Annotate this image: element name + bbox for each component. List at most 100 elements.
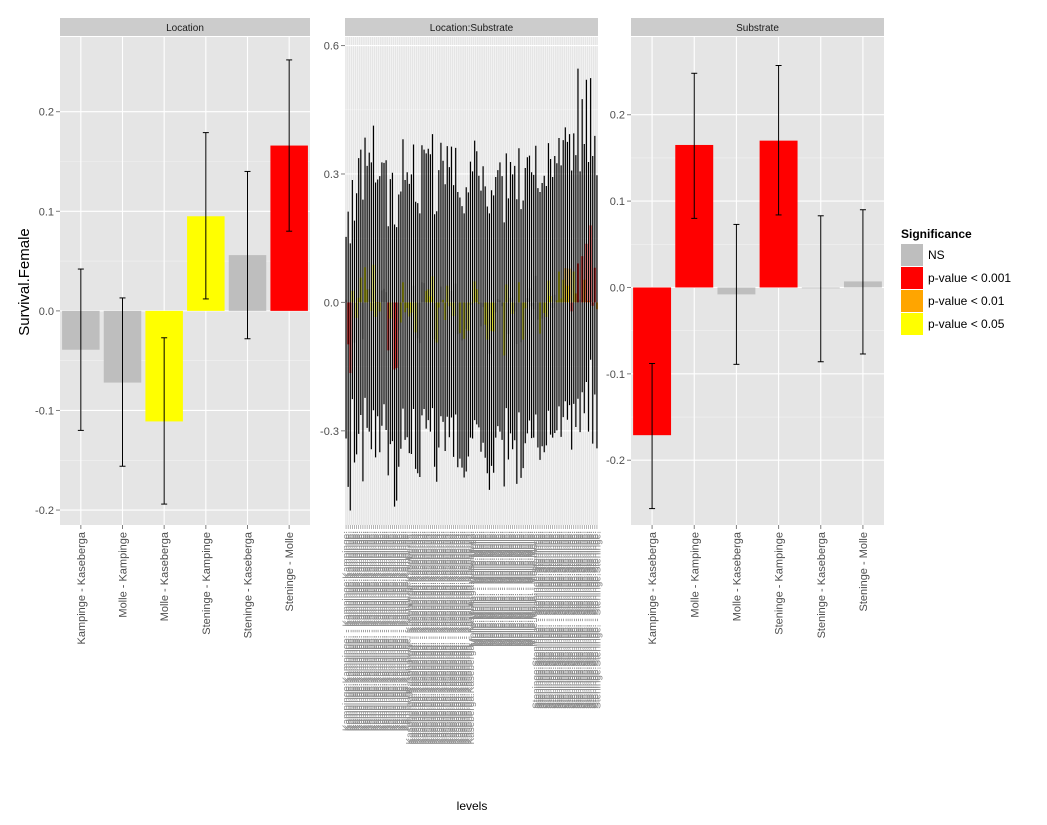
x-tick-label: Kaseberga:Kaseberga: - Kaseberga:Kaseber…: [407, 531, 418, 744]
x-tick-label: Kampinge:Kampinge: - Kampinge:Kampinge:: [375, 531, 386, 731]
x-tick-label: Molle:Molle: - Molle:Molle:: [485, 531, 496, 647]
x-tick-label: Molle:Molle: - Molle:Molle:: [500, 531, 511, 647]
x-tick-label: Steninge:Steninge: - Steninge:Steninge:: [582, 531, 593, 709]
x-tick-label: Kaseberga:Kaseberga: - Kaseberga:Kaseber…: [460, 531, 471, 744]
x-tick-label: Steninge - Molle: [284, 532, 296, 612]
error-bars: [77, 59, 293, 505]
x-tick-label: Kampinge:Kampinge: - Kampinge:Kampinge:: [354, 531, 365, 731]
x-tick-label: Kaseberga:Kaseberga: - Kaseberga:Kaseber…: [466, 531, 477, 744]
legend-key: [901, 290, 923, 312]
x-tick-label: Molle:Molle: - Molle:Molle:: [491, 531, 502, 647]
facet-strip-title: Location: [166, 23, 204, 34]
x-tick-label: Kampinge:Kampinge: - Kampinge:Kampinge:: [382, 531, 393, 731]
x-tick-label: Steninge:Steninge: - Steninge:Steninge:: [588, 531, 599, 709]
x-tick-label: Molle:Molle: - Molle:Molle:: [472, 531, 483, 647]
legend-key: [901, 313, 923, 335]
x-tick-label: Kampinge:Kampinge: - Kampinge:Kampinge:: [363, 531, 374, 731]
x-tick-label: Kaseberga:Kaseberga: - Kaseberga:Kaseber…: [426, 531, 437, 744]
x-tick-label: Molle:Molle: - Molle:Molle:: [479, 531, 490, 647]
x-tick-label: Kampinge:Kampinge: - Kampinge:Kampinge:: [377, 531, 388, 731]
x-tick-label: Kaseberga:Kaseberga: - Kaseberga:Kaseber…: [422, 531, 433, 744]
x-tick-label: Kampinge:Kampinge: - Kampinge:Kampinge:: [367, 531, 378, 731]
legend-item: NS: [900, 243, 945, 267]
x-tick-label: Kaseberga:Kaseberga: - Kaseberga:Kaseber…: [451, 531, 462, 744]
x-tick-label: Kampinge:Kampinge: - Kampinge:Kampinge:: [344, 531, 355, 731]
legend-key: [901, 244, 923, 266]
x-tick-label: Steninge:Steninge: - Steninge:Steninge:: [559, 531, 570, 709]
x-tick-label: Kampinge:Kampinge: - Kampinge:Kampinge:: [388, 531, 399, 731]
x-tick-label: Kampinge:Kampinge: - Kampinge:Kampinge:: [371, 531, 382, 731]
x-tick-label: Kaseberga:Kaseberga: - Kaseberga:Kaseber…: [455, 531, 466, 744]
x-tick-label: Kampinge:Kampinge: - Kampinge:Kampinge:: [348, 531, 359, 731]
x-tick-label: Molle:Molle: - Molle:Molle:: [504, 531, 515, 647]
x-tick-label: Molle:Molle: - Molle:Molle:: [502, 531, 513, 647]
x-tick-label: Kampinge:Kampinge: - Kampinge:Kampinge:: [392, 531, 403, 731]
x-axis: Kampinge - Kaseberga Molle - Kampinge Moll…: [76, 525, 296, 645]
y-tick-label: -0.2: [606, 455, 625, 467]
legend-label: NS: [928, 248, 945, 262]
x-tick-label: Steninge:Steninge: - Steninge:Steninge:: [542, 531, 553, 709]
x-tick-label: Steninge:Steninge: - Steninge:Steninge:: [531, 531, 542, 709]
facet-strip: [345, 18, 598, 36]
x-tick-label: Molle - Kaseberga: [159, 531, 171, 621]
x-tick-label: Kampinge:Kampinge: - Kampinge:Kampinge:: [396, 531, 407, 731]
y-tick-label: 0.0: [610, 282, 625, 294]
x-tick-label: Steninge:Steninge: - Steninge:Steninge:: [571, 531, 582, 709]
legend-label: p-value < 0.05: [928, 317, 1005, 331]
x-tick-label: Kaseberga:Kaseberga: - Kaseberga:Kaseber…: [409, 531, 420, 744]
x-tick-label: Molle - Kampinge: [689, 532, 701, 618]
x-tick-label: Steninge - Kampinge: [201, 532, 213, 635]
x-tick-label: Molle:Molle: - Molle:Molle:: [495, 531, 506, 647]
x-tick-label: Molle:Molle: - Molle:Molle:: [481, 531, 492, 647]
x-tick-label: Kaseberga:Kaseberga: - Kaseberga:Kaseber…: [464, 531, 475, 744]
x-tick-label: Kaseberga:Kaseberga: - Kaseberga:Kaseber…: [462, 531, 473, 744]
x-tick-label: Kaseberga:Kaseberga: - Kaseberga:Kaseber…: [430, 531, 441, 744]
x-tick-label: Molle:Molle: - Molle:Molle:: [470, 531, 481, 647]
x-tick-label: Steninge:Steninge: - Steninge:Steninge:: [563, 531, 574, 709]
facet-panel-2: Substrate -0.2 -0.1 0.0 0.1 0.2 Kampinge - Kas…: [606, 18, 884, 645]
x-tick-label: Molle:Molle: - Molle:Molle:: [517, 531, 528, 647]
x-tick-label: Kaseberga:Kaseberga: - Kaseberga:Kaseber…: [449, 531, 460, 744]
x-tick-label: Kampinge:Kampinge: - Kampinge:Kampinge:: [342, 531, 353, 731]
x-tick-label: Kaseberga:Kaseberga: - Kaseberga:Kaseber…: [411, 531, 422, 744]
x-tick-label: Steninge - Molle: [858, 532, 870, 612]
x-tick-label: Steninge:Steninge: - Steninge:Steninge:: [576, 531, 587, 709]
y-tick-label: 0.2: [39, 107, 54, 119]
x-tick-label: Molle:Molle: - Molle:Molle:: [512, 531, 523, 647]
x-tick-label: Kampinge:Kampinge: - Kampinge:Kampinge:: [401, 531, 412, 731]
x-tick-label: Molle:Molle: - Molle:Molle:: [529, 531, 540, 647]
x-tick-label: Molle:Molle: - Molle:Molle:: [468, 531, 479, 647]
x-tick-label: Molle:Molle: - Molle:Molle:: [498, 531, 509, 647]
y-tick-label: 0.3: [324, 169, 339, 181]
x-tick-label: Kampinge:Kampinge: - Kampinge:Kampinge:: [350, 531, 361, 731]
x-tick-label: Kampinge:Kampinge: - Kampinge:Kampinge:: [346, 531, 357, 731]
y-tick-label: 0.1: [610, 196, 625, 208]
x-tick-label: Kaseberga:Kaseberga: - Kaseberga:Kaseber…: [432, 531, 443, 744]
x-tick-label: Steninge - Kaseberga: [243, 531, 255, 638]
x-tick-label: Steninge:Steninge: - Steninge:Steninge:: [554, 531, 565, 709]
x-tick-label: Kaseberga:Kaseberga: - Kaseberga:Kaseber…: [415, 531, 426, 744]
x-tick-label: Steninge:Steninge: - Steninge:Steninge:: [536, 531, 547, 709]
x-tick-label: Steninge:Steninge: - Steninge:Steninge:: [540, 531, 551, 709]
x-tick-label: Kampinge:Kampinge: - Kampinge:Kampinge:: [403, 531, 414, 731]
x-tick-label: Molle:Molle: - Molle:Molle:: [525, 531, 536, 647]
x-tick-label: Kampinge:Kampinge: - Kampinge:Kampinge:: [390, 531, 401, 731]
x-tick-label: Steninge:Steninge: - Steninge:Steninge:: [590, 531, 601, 709]
legend-label: p-value < 0.01: [928, 294, 1005, 308]
x-tick-label: Molle:Molle: - Molle:Molle:: [487, 531, 498, 647]
y-tick-label: 0.0: [39, 306, 54, 318]
x-tick-label: Kampinge:Kampinge: - Kampinge:Kampinge:: [384, 531, 395, 731]
x-tick-label: Kaseberga:Kaseberga: - Kaseberga:Kaseber…: [447, 531, 458, 744]
legend: Significance NS p-value < 0.001 p-value < …: [900, 227, 1011, 336]
x-tick-label: Kampinge:Kampinge: - Kampinge:Kampinge:: [386, 531, 397, 731]
y-tick-label: 0.1: [39, 206, 54, 218]
x-tick-label: Steninge:Steninge: - Steninge:Steninge:: [578, 531, 589, 709]
x-tick-label: Kampinge:Kampinge: - Kampinge:Kampinge:: [373, 531, 384, 731]
x-tick-label: Steninge:Steninge: - Steninge:Steninge:: [586, 531, 597, 709]
error-bars: [345, 68, 598, 511]
x-tick-label: Steninge:Steninge: - Steninge:Steninge:: [546, 531, 557, 709]
facet-strip: [631, 18, 884, 36]
x-tick-label: Kampinge - Kaseberga: [76, 531, 88, 644]
legend-item: p-value < 0.001: [900, 266, 1011, 290]
